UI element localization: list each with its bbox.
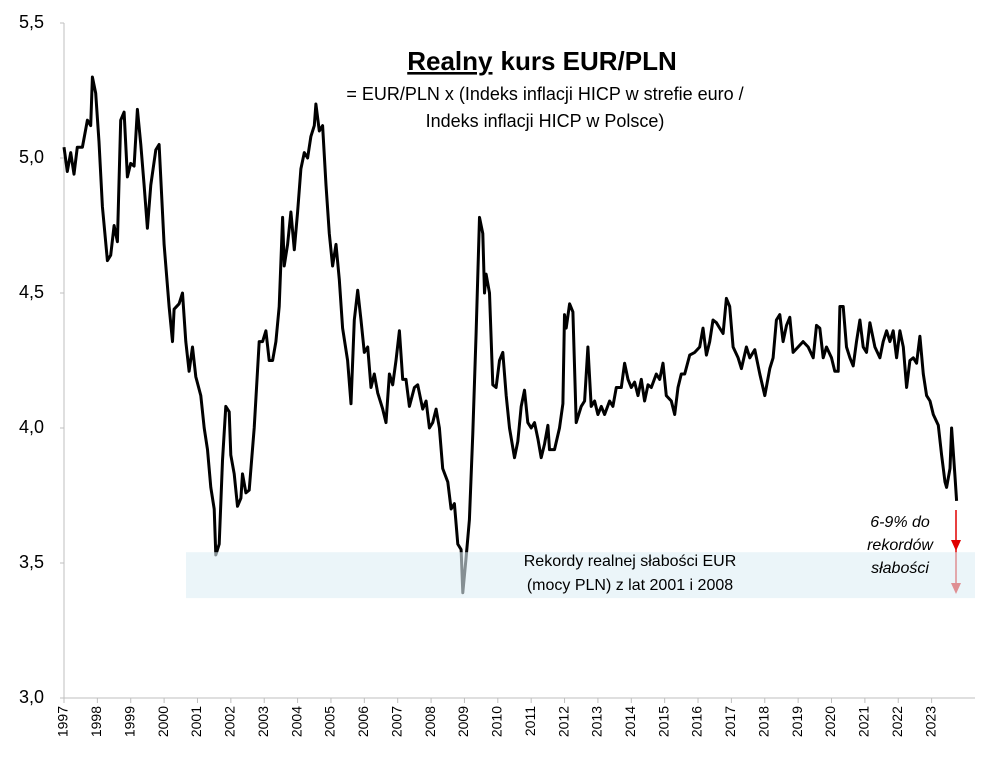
x-tick-label: 2014 — [622, 706, 638, 737]
band-annotation: Rekordy realnej słabości EUR — [524, 553, 737, 570]
x-tick-label: 2006 — [355, 706, 371, 737]
x-tick-label: 2022 — [889, 706, 905, 737]
x-tick-label: 2011 — [522, 706, 538, 736]
x-tick-label: 2017 — [722, 706, 738, 737]
x-tick-label: 2004 — [288, 706, 304, 737]
arrow-annotation: 6-9% do — [870, 514, 930, 531]
x-tick-label: 2016 — [689, 706, 705, 737]
subtitle: Indeks inflacji HICP w Polsce) — [426, 111, 665, 131]
x-tick-label: 2003 — [255, 706, 271, 737]
x-tick-label: 2012 — [555, 706, 571, 737]
highlight-band — [186, 552, 975, 599]
x-tick-label: 2021 — [856, 706, 872, 737]
x-tick-label: 2013 — [589, 706, 605, 737]
x-tick-label: 2007 — [388, 706, 404, 737]
subtitle: = EUR/PLN x (Indeks inflacji HICP w stre… — [346, 84, 743, 104]
arrow-annotation: słabości — [871, 560, 929, 577]
x-tick-label: 2015 — [655, 706, 671, 737]
x-tick-label: 1997 — [55, 706, 71, 737]
x-tick-label: 2009 — [455, 706, 471, 737]
x-tick-label: 2019 — [789, 706, 805, 737]
x-tick-label: 2018 — [755, 706, 771, 737]
y-tick-label: 4,0 — [19, 417, 44, 437]
chart-title: Realny kurs EUR/PLN — [407, 46, 677, 76]
x-tick-label: 2010 — [489, 706, 505, 737]
band-annotation: (mocy PLN) z lat 2001 i 2008 — [527, 577, 733, 594]
y-tick-label: 5,0 — [19, 147, 44, 167]
y-tick-label: 3,0 — [19, 687, 44, 707]
title-underlined: Realny — [407, 46, 493, 76]
arrow-head — [951, 540, 961, 551]
x-tick-label: 2002 — [222, 706, 238, 737]
title-rest: kurs EUR/PLN — [501, 46, 677, 76]
x-tick-label: 2001 — [188, 706, 204, 737]
y-tick-label: 3,5 — [19, 552, 44, 572]
x-tick-label: 1999 — [121, 706, 137, 737]
x-tick-label: 2000 — [155, 706, 171, 737]
x-tick-label: 2020 — [822, 706, 838, 737]
x-tick-label: 2008 — [422, 706, 438, 737]
y-tick-label: 5,5 — [19, 12, 44, 32]
x-tick-label: 1998 — [88, 706, 104, 737]
x-tick-label: 2023 — [922, 706, 938, 737]
arrow-annotation: rekordów — [867, 537, 934, 554]
y-tick-label: 4,5 — [19, 282, 44, 302]
x-tick-label: 2005 — [322, 706, 338, 737]
data-line — [62, 75, 959, 595]
